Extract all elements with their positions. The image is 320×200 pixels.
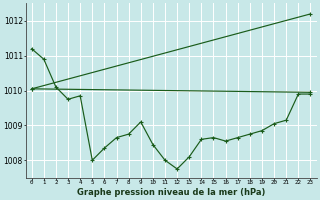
X-axis label: Graphe pression niveau de la mer (hPa): Graphe pression niveau de la mer (hPa) [77, 188, 265, 197]
